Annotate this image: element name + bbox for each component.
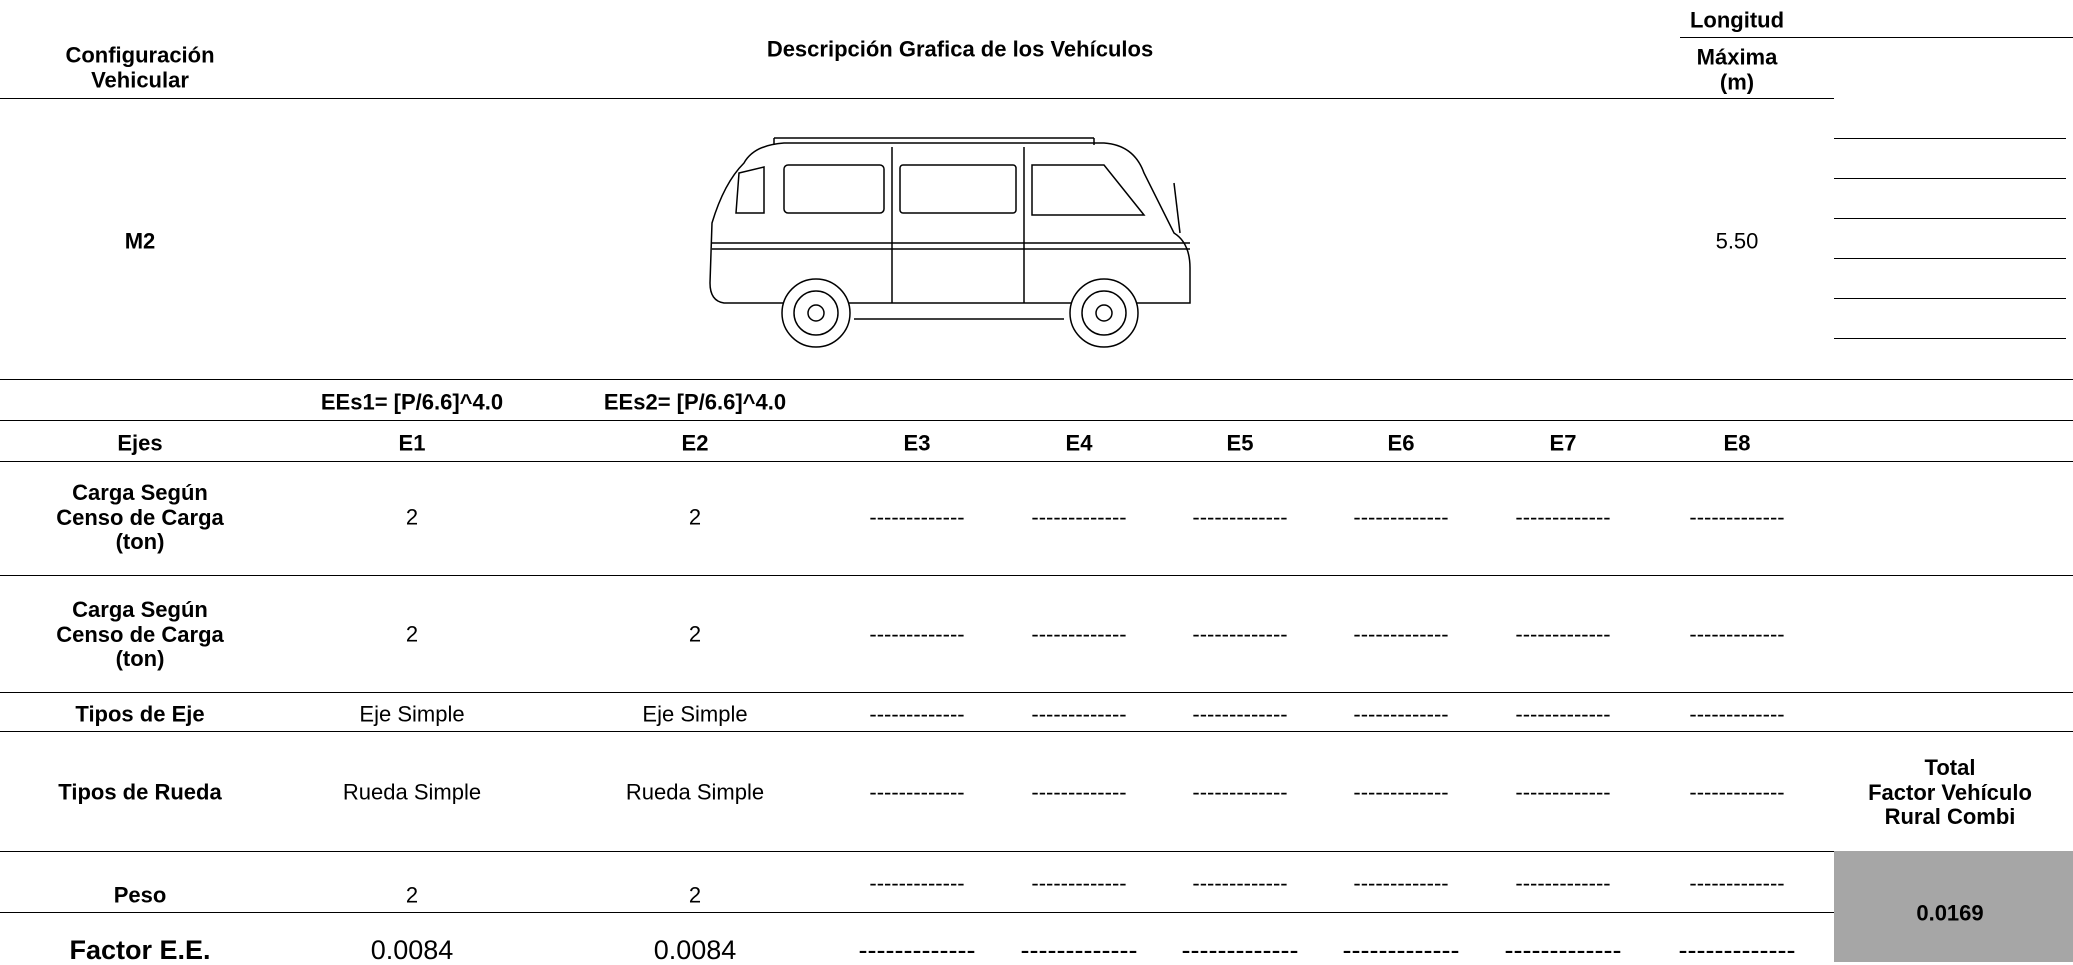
rule — [0, 379, 2073, 380]
cell: ------------- — [1353, 701, 1449, 727]
cell: 2 — [688, 504, 702, 530]
vehicle-length: 5.50 — [1715, 228, 1759, 254]
cell: 2 — [688, 621, 702, 647]
cell: ------------- — [1515, 779, 1611, 805]
cell: ------------- — [1192, 701, 1288, 727]
cell: ------------- — [1515, 504, 1611, 530]
cell: ------------- — [1020, 934, 1138, 965]
cell: ------------- — [1689, 621, 1785, 647]
total-label: Total Factor Vehículo Rural Combi — [1868, 755, 2032, 830]
cell: ------------- — [858, 934, 976, 965]
cell: 2 — [405, 621, 419, 647]
cell: Eje Simple — [359, 701, 465, 727]
cell: ------------- — [1353, 779, 1449, 805]
row-label: Carga Según Censo de Carga (ton) — [56, 597, 224, 672]
rule — [1834, 298, 2066, 299]
cell: Rueda Simple — [342, 779, 482, 805]
column-header: E8 — [1723, 430, 1751, 456]
rule — [0, 851, 1834, 852]
row-label: Carga Según Censo de Carga (ton) — [56, 480, 224, 555]
cell: ------------- — [1181, 934, 1299, 965]
rule — [0, 912, 1834, 913]
cell: ------------- — [1031, 779, 1127, 805]
cell: ------------- — [1515, 701, 1611, 727]
config-header: Configuración Vehicular — [65, 42, 215, 92]
rule — [1834, 218, 2066, 219]
cell: 0.0084 — [370, 934, 454, 965]
cell: ------------- — [1192, 504, 1288, 530]
column-header: E2 — [681, 430, 709, 456]
column-header: E3 — [903, 430, 931, 456]
description-header: Descripción Grafica de los Vehículos — [766, 36, 1154, 62]
cell: 0.0084 — [653, 934, 737, 965]
rule — [1680, 37, 2073, 38]
total-value: 0.0169 — [1916, 900, 1984, 926]
column-header: E1 — [398, 430, 426, 456]
cell: ------------- — [1342, 934, 1460, 965]
cell: ------------- — [1353, 621, 1449, 647]
length-header: Longitud — [1689, 7, 1785, 33]
rule — [0, 98, 1834, 99]
cell: 2 — [405, 882, 419, 908]
rule — [1834, 338, 2066, 339]
cell: ------------- — [1031, 504, 1127, 530]
column-header: E4 — [1065, 430, 1093, 456]
cell: ------------- — [1192, 870, 1288, 896]
cell: ------------- — [869, 870, 965, 896]
rule — [1834, 258, 2066, 259]
cell: ------------- — [1353, 504, 1449, 530]
rule — [0, 731, 2073, 732]
column-header: E6 — [1387, 430, 1415, 456]
formula: EEs2= [P/6.6]^4.0 — [603, 389, 787, 415]
row-label: Tipos de Rueda — [58, 779, 222, 805]
row-label: Factor E.E. — [69, 934, 211, 965]
cell: ------------- — [1689, 701, 1785, 727]
cell: ------------- — [1678, 934, 1796, 965]
column-header: E7 — [1549, 430, 1577, 456]
rule — [1834, 138, 2066, 139]
cell: ------------- — [1031, 701, 1127, 727]
row-label: Peso — [113, 882, 167, 908]
cell: 2 — [405, 504, 419, 530]
cell: ------------- — [1689, 870, 1785, 896]
cell: ------------- — [1504, 934, 1622, 965]
cell: ------------- — [1689, 504, 1785, 530]
formula: EEs1= [P/6.6]^4.0 — [320, 389, 504, 415]
van-drawing — [709, 137, 1191, 348]
cell: ------------- — [1192, 779, 1288, 805]
total-box — [1834, 851, 2073, 962]
cell: ------------- — [1353, 870, 1449, 896]
cell: ------------- — [869, 504, 965, 530]
length-header: Máxima (m) — [1696, 44, 1778, 94]
cell: Rueda Simple — [625, 779, 765, 805]
vehicle-code: M2 — [124, 228, 156, 254]
cell: ------------- — [869, 779, 965, 805]
column-header: Ejes — [117, 430, 163, 456]
cell: ------------- — [1192, 621, 1288, 647]
rule — [0, 692, 2073, 693]
cell: ------------- — [1031, 870, 1127, 896]
cell: Eje Simple — [642, 701, 748, 727]
cell: ------------- — [869, 701, 965, 727]
cell: 2 — [688, 882, 702, 908]
rule — [1834, 178, 2066, 179]
rule — [0, 461, 2073, 462]
cell: ------------- — [1515, 870, 1611, 896]
cell: ------------- — [869, 621, 965, 647]
cell: ------------- — [1031, 621, 1127, 647]
cell: ------------- — [1515, 621, 1611, 647]
rule — [0, 575, 2073, 576]
cell: ------------- — [1689, 779, 1785, 805]
rule — [0, 420, 2073, 421]
row-label: Tipos de Eje — [75, 701, 205, 727]
column-header: E5 — [1226, 430, 1254, 456]
